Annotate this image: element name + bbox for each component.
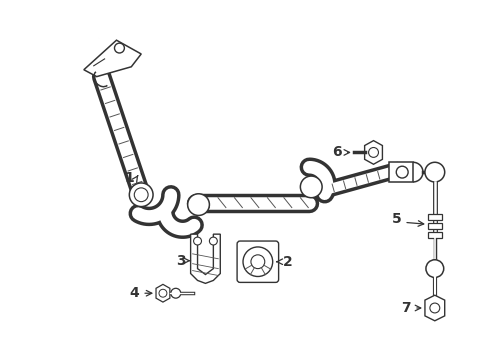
Polygon shape — [156, 284, 170, 302]
Polygon shape — [428, 223, 442, 229]
Text: 7: 7 — [401, 301, 411, 315]
Text: 4: 4 — [129, 286, 139, 300]
FancyBboxPatch shape — [237, 241, 279, 282]
Circle shape — [426, 260, 444, 278]
Circle shape — [194, 237, 201, 245]
Polygon shape — [428, 232, 442, 238]
Circle shape — [425, 162, 445, 182]
Polygon shape — [84, 40, 141, 77]
Polygon shape — [365, 141, 382, 164]
Text: 5: 5 — [392, 212, 401, 226]
Polygon shape — [428, 215, 442, 220]
Circle shape — [300, 176, 322, 198]
Polygon shape — [390, 162, 413, 182]
Text: 6: 6 — [332, 145, 342, 159]
Circle shape — [251, 255, 265, 269]
Text: 2: 2 — [283, 255, 293, 269]
Circle shape — [396, 166, 408, 178]
Text: 1: 1 — [124, 171, 134, 185]
Circle shape — [171, 288, 181, 298]
Circle shape — [129, 183, 153, 207]
Circle shape — [209, 237, 218, 245]
Circle shape — [188, 194, 209, 215]
Polygon shape — [425, 295, 445, 321]
Polygon shape — [191, 234, 220, 283]
Text: 3: 3 — [176, 254, 186, 268]
Circle shape — [243, 247, 272, 276]
Circle shape — [115, 43, 124, 53]
